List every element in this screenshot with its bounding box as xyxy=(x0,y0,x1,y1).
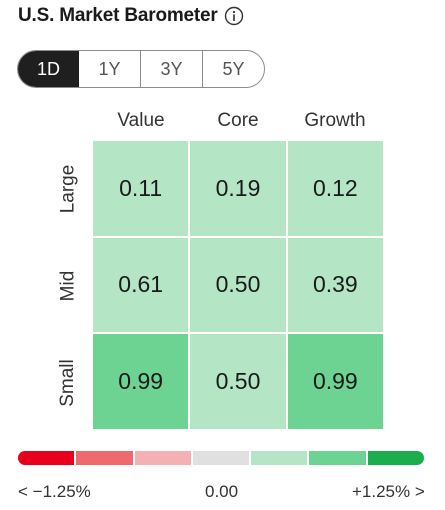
row-header-small: Small xyxy=(48,335,88,431)
cell-small-growth[interactable]: 0.99 xyxy=(287,334,383,429)
cell-large-value[interactable]: 0.11 xyxy=(93,141,189,236)
tab-3y[interactable]: 3Y xyxy=(141,51,203,87)
tab-1d[interactable]: 1D xyxy=(18,51,79,87)
legend-segment xyxy=(76,451,133,465)
legend-segment xyxy=(18,451,75,465)
row-label-mid: Mid xyxy=(57,270,78,302)
cell-large-growth[interactable]: 0.12 xyxy=(287,141,383,236)
tab-1y[interactable]: 1Y xyxy=(79,51,141,87)
color-scale-legend xyxy=(18,451,424,465)
column-header-core: Core xyxy=(217,110,259,131)
column-header-value: Value xyxy=(117,110,165,131)
legend-segment xyxy=(309,451,366,465)
legend-min-label: < −1.25% xyxy=(18,482,91,501)
cell-mid-value[interactable]: 0.61 xyxy=(93,237,189,333)
legend-mid-label: 0.00 xyxy=(205,482,239,501)
cell-large-core[interactable]: 0.19 xyxy=(190,141,286,236)
legend-segment xyxy=(134,451,191,465)
cell-small-core[interactable]: 0.50 xyxy=(190,334,286,429)
legend-segment xyxy=(367,451,424,465)
column-header-growth: Growth xyxy=(304,110,366,131)
cell-mid-growth[interactable]: 0.39 xyxy=(287,237,383,333)
row-header-large: Large xyxy=(48,141,88,237)
tab-5y[interactable]: 5Y xyxy=(222,58,245,79)
time-period-tabs: 1D 1Y 3Y 5Y xyxy=(17,50,265,88)
legend-segment xyxy=(251,451,308,465)
row-label-small: Small xyxy=(57,359,79,407)
page-title: U.S. Market Barometer xyxy=(18,5,218,26)
title-row: U.S. Market Barometer xyxy=(18,5,244,27)
info-circle-icon[interactable] xyxy=(224,6,244,26)
legend-segment xyxy=(192,451,250,465)
style-box-grid: 0.11 0.19 0.12 0.61 0.50 0.39 0.99 0.50 … xyxy=(93,141,383,429)
cell-small-value[interactable]: 0.99 xyxy=(93,334,189,429)
legend-max-label: +1.25% > xyxy=(352,482,425,501)
row-header-mid: Mid xyxy=(48,238,88,334)
row-label-large: Large xyxy=(57,164,79,214)
cell-mid-core[interactable]: 0.50 xyxy=(190,237,286,333)
